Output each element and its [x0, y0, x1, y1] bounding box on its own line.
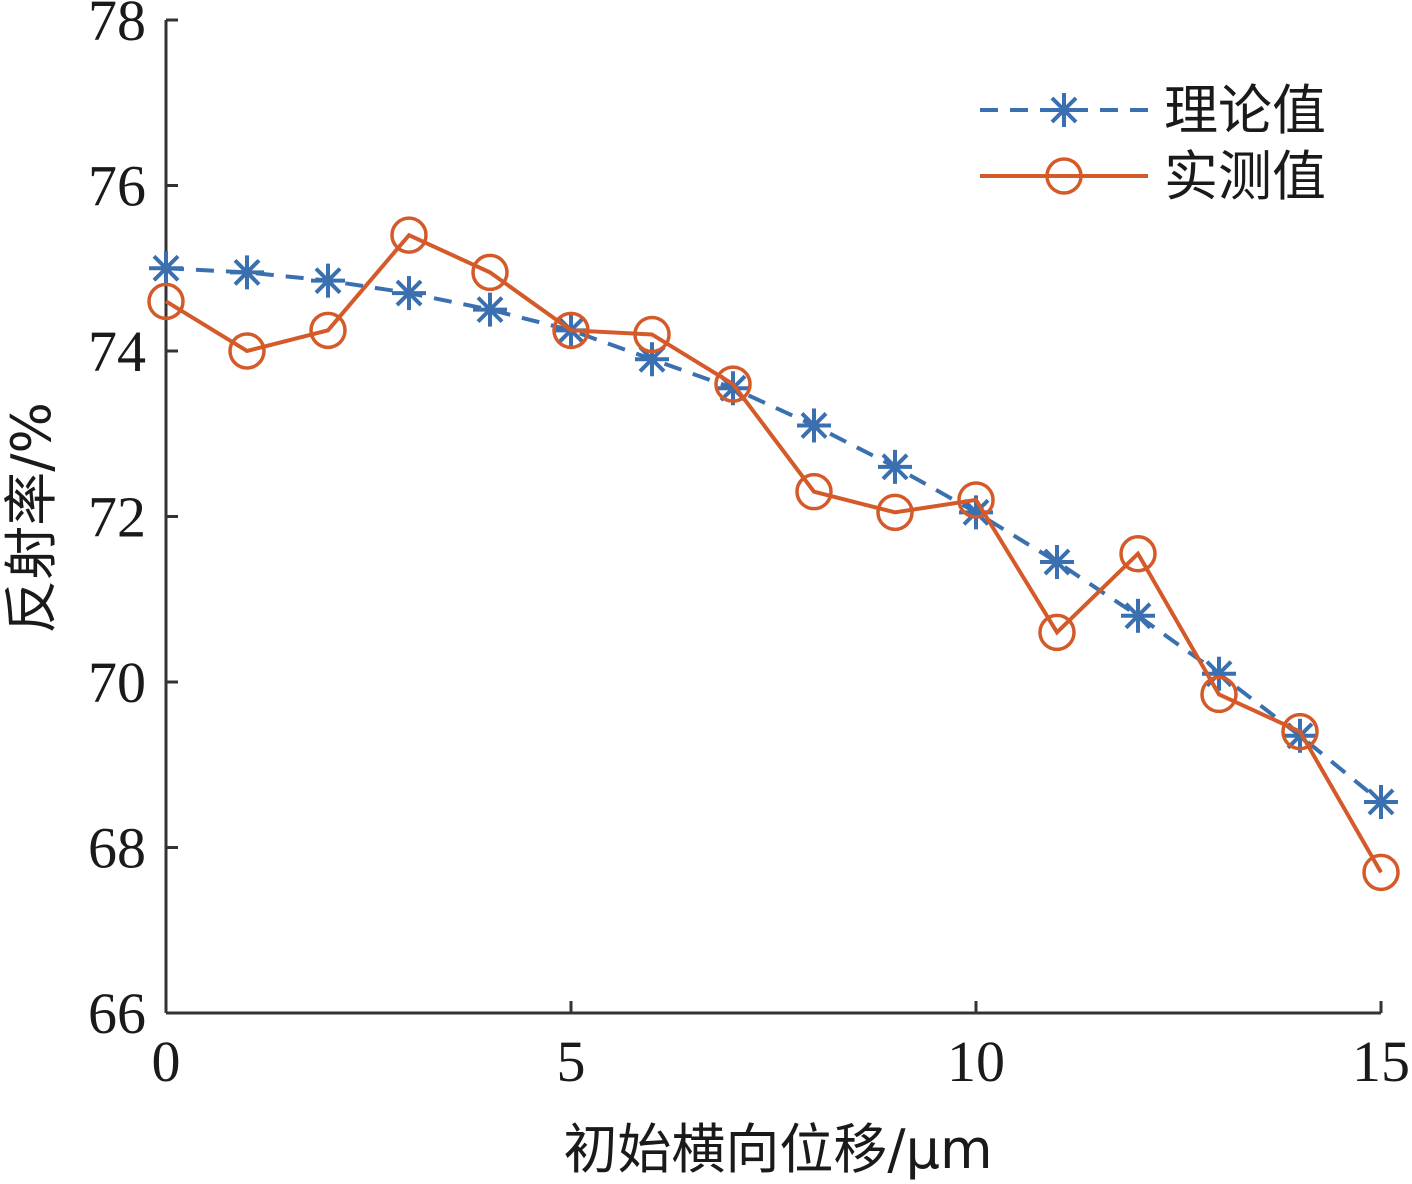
series-1 — [149, 251, 1398, 819]
x-tick-label: 5 — [557, 1029, 586, 1094]
y-tick-label: 78 — [88, 0, 146, 53]
data-point — [797, 408, 831, 443]
data-point — [876, 493, 914, 532]
x-tick-label: 15 — [1352, 1029, 1410, 1094]
x-tick-label: 0 — [152, 1029, 181, 1094]
data-point — [1200, 675, 1238, 714]
data-point — [714, 365, 752, 403]
y-tick-label: 68 — [88, 816, 146, 881]
data-point — [957, 481, 995, 519]
series-line — [165, 266, 1383, 804]
series-2 — [147, 216, 1400, 892]
y-tick-label: 66 — [88, 981, 146, 1046]
data-point — [147, 282, 185, 321]
data-point — [473, 292, 507, 327]
data-point — [1040, 545, 1074, 580]
data-point — [1119, 534, 1157, 573]
data-point — [311, 263, 345, 298]
data-point — [392, 276, 426, 311]
x-tick-label: 10 — [947, 1029, 1005, 1094]
data-point — [1038, 613, 1076, 652]
data-point — [390, 216, 428, 254]
legend-label: 实测值 — [1164, 145, 1326, 208]
data-point — [230, 255, 264, 290]
x-axis-title: 初始横向位移/μm — [563, 1118, 992, 1181]
y-tick-label: 72 — [88, 485, 146, 550]
y-tick-label: 70 — [88, 650, 146, 715]
y-axis-title: 反射率/% — [0, 402, 63, 634]
legend-marker — [1045, 157, 1083, 195]
data-point — [633, 315, 671, 354]
data-point — [552, 311, 590, 350]
series-line — [164, 232, 1383, 874]
axes: 66 68 70 72 74 76 78 0 5 10 15 — [88, 0, 1410, 1094]
data-point — [878, 449, 912, 484]
data-point — [1121, 598, 1155, 633]
series-layer — [147, 216, 1400, 892]
y-tick-label: 74 — [88, 319, 146, 384]
legend-item: 实测值 — [980, 145, 1326, 208]
data-point — [1364, 784, 1398, 819]
data-point — [1281, 712, 1319, 751]
y-tick-label: 76 — [88, 154, 146, 219]
data-point — [149, 251, 183, 286]
data-point — [1362, 853, 1400, 892]
legend-label: 理论值 — [1164, 79, 1326, 142]
data-point — [309, 311, 347, 350]
legend-marker — [1047, 93, 1081, 127]
data-point — [795, 472, 833, 511]
legend-item: 理论值 — [980, 79, 1326, 142]
data-point — [471, 253, 509, 292]
data-point — [228, 332, 266, 370]
